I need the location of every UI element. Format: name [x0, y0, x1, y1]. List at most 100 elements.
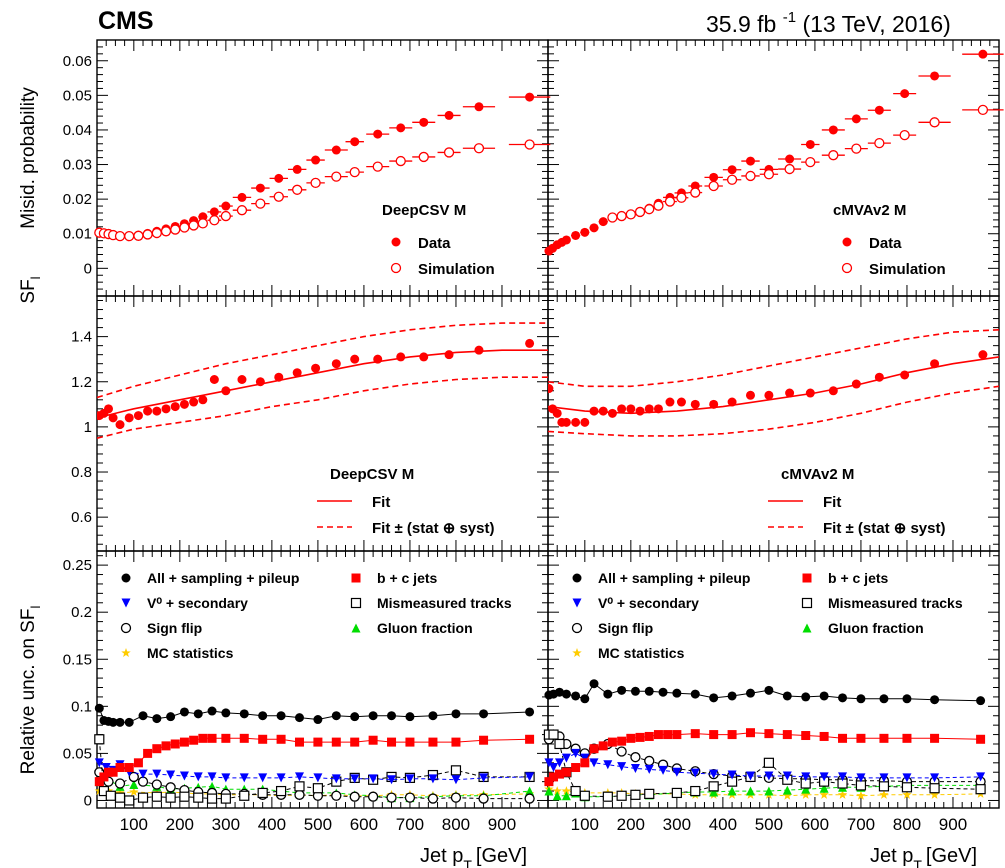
sf-data-point — [143, 406, 153, 416]
unc-point — [479, 709, 489, 719]
unc-point — [764, 771, 774, 781]
unc-point — [690, 785, 701, 797]
fit-line — [548, 356, 999, 415]
unc-point — [763, 757, 774, 768]
unc-point — [294, 789, 305, 800]
data-point — [350, 137, 360, 147]
unc-point — [617, 736, 627, 746]
unc-point — [276, 773, 286, 783]
unc-point — [108, 717, 118, 727]
sf-data-point — [764, 390, 774, 400]
unc-point — [658, 687, 668, 697]
sf-data-point — [133, 411, 143, 421]
y-tick-label: 0.06 — [63, 53, 92, 70]
x-tick-label: 200 — [617, 815, 645, 834]
unc-point — [580, 694, 590, 704]
unc-point — [544, 758, 554, 768]
unc-point — [671, 787, 682, 799]
legend-unc-marker — [121, 573, 131, 583]
data-point — [237, 192, 247, 202]
x-tick-label: 300 — [663, 815, 691, 834]
unc-point — [902, 733, 912, 743]
unc-point — [114, 792, 126, 803]
plot-area — [548, 329, 999, 437]
x-tick-label: 600 — [350, 815, 378, 834]
unc-point — [350, 712, 360, 722]
legend-unc-marker — [572, 573, 582, 583]
unc-point — [294, 737, 304, 747]
data-point — [311, 155, 321, 165]
unc-point — [294, 713, 304, 723]
unc-point — [179, 791, 190, 802]
unc-point — [727, 770, 737, 780]
unc-point — [220, 793, 231, 804]
unc-point — [428, 711, 438, 721]
x-tick-label: 800 — [442, 815, 470, 834]
sf-data-point — [930, 359, 940, 369]
sf-data-point — [561, 417, 571, 427]
unc-point — [878, 781, 890, 792]
data-point — [900, 89, 910, 99]
unc-point — [589, 679, 599, 689]
unc-point — [165, 792, 176, 803]
unc-point — [727, 730, 737, 740]
x-tick-label: 700 — [396, 815, 424, 834]
unc-point — [312, 783, 323, 794]
simulation-point — [805, 156, 816, 168]
unc-point — [161, 741, 171, 751]
x-tick-label: 300 — [212, 815, 240, 834]
unc-point — [589, 758, 599, 768]
unc-point — [525, 786, 535, 796]
unc-point — [405, 712, 415, 722]
legend-unc-label: Sign flip — [598, 620, 653, 636]
legend-unc-label: b + c jets — [377, 570, 438, 586]
simulation-point — [273, 191, 284, 202]
unc-point — [133, 758, 143, 768]
unc-point — [479, 735, 489, 745]
unc-point — [478, 793, 489, 804]
legend-unc-label: MC statistics — [598, 645, 685, 661]
unc-point — [598, 741, 608, 751]
x-tick-label: 200 — [166, 815, 194, 834]
unc-point — [479, 773, 489, 783]
unc-point — [580, 758, 590, 768]
legend-unc-marker — [351, 623, 361, 633]
data-point — [874, 105, 884, 115]
unc-point — [193, 792, 204, 803]
unc-point — [207, 733, 217, 743]
unc-point — [745, 771, 755, 781]
y-tick-label: 0.25 — [63, 557, 92, 574]
unc-point — [207, 772, 217, 782]
legend-unc-label: b + c jets — [828, 570, 889, 586]
unc-point — [138, 769, 148, 779]
simulation-point — [899, 129, 910, 141]
simulation-point — [524, 139, 535, 150]
sf-data-point — [785, 388, 795, 398]
simulation-point — [372, 161, 383, 172]
unc-point — [451, 709, 461, 719]
unc-point — [350, 737, 360, 747]
unc-point — [129, 779, 139, 789]
sf-data-point — [170, 402, 180, 412]
simulation-point — [236, 205, 248, 216]
unc-point — [745, 728, 755, 738]
unc-axis-title: Relative unc. on SFl — [18, 606, 43, 775]
unc-point — [207, 706, 217, 716]
unc-point — [405, 774, 415, 784]
fit-line — [97, 349, 548, 419]
legend-unc-label: Gluon fraction — [828, 620, 924, 636]
sf-data-point — [124, 413, 134, 423]
unc-point — [571, 763, 581, 773]
data-point — [561, 235, 571, 245]
data-point — [745, 156, 755, 166]
unc-point — [368, 735, 378, 745]
simulation-point — [124, 231, 135, 242]
simulation-point — [220, 210, 232, 222]
panel-frame — [96, 39, 549, 297]
unc-point — [602, 791, 613, 802]
unc-point — [819, 772, 829, 782]
data-point — [930, 71, 940, 81]
unc-point — [94, 758, 104, 768]
legend-unc-marker — [350, 597, 362, 609]
unc-series-line — [548, 788, 981, 797]
